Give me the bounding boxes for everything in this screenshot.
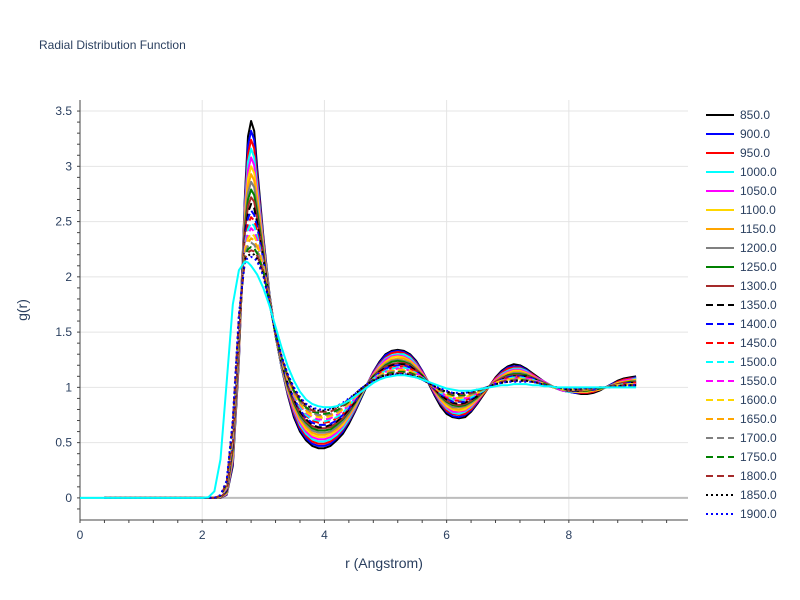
x-tick-label: 2 [199,528,206,542]
series-line-1550-0 [104,227,637,499]
x-tick-label: 0 [77,528,84,542]
legend-item[interactable]: 950.0 [706,146,770,160]
legend-label: 1200.0 [740,241,777,255]
series-line-1850-0 [104,252,637,499]
y-tick-label: 3 [65,159,72,173]
legend-item[interactable]: 1550.0 [706,374,777,388]
legend-item[interactable]: 1000.0 [706,165,777,179]
legend-item[interactable]: 1300.0 [706,279,777,293]
legend-label: 1050.0 [740,184,777,198]
chart-title: Radial Distribution Function [39,38,186,52]
series-line-1750-0 [104,246,637,499]
x-tick-label: 6 [443,528,450,542]
x-axis-title: r (Angstrom) [345,555,423,571]
legend-item[interactable]: 1900.0 [706,507,777,521]
legend-label: 1300.0 [740,279,777,293]
legend-label: 1600.0 [740,393,777,407]
legend-label: 1400.0 [740,317,777,331]
series-line-1000-0 [104,147,637,499]
series-line-1700-0 [104,241,637,499]
series-line-1600-0 [104,232,637,499]
series-line-1500-0 [104,221,637,499]
legend-label: 900.0 [740,127,770,141]
legend-item[interactable]: 900.0 [706,127,770,141]
legend-item[interactable]: 1800.0 [706,469,777,483]
series-layer [80,120,637,499]
legend-item[interactable]: 1250.0 [706,260,777,274]
series-line-1300-0 [104,196,637,499]
x-tick-label: 8 [566,528,573,542]
series-line-1400-0 [104,209,637,499]
series-line-950-0 [104,138,637,499]
y-tick-label: 1.5 [55,325,72,339]
series-line-extra [80,260,637,499]
axis-layer: 0 2 4 6 8 0 0.5 1 1.5 2 2.5 3 3.5 [55,100,688,542]
legend-label: 850.0 [740,108,770,122]
legend-label: 1100.0 [740,203,776,217]
legend-label: 950.0 [740,146,770,160]
legend-label: 1700.0 [740,431,777,445]
y-axis-title: g(r) [14,299,30,321]
series-line-1350-0 [104,202,637,499]
legend-item[interactable]: 1400.0 [706,317,777,331]
y-tick-label: 0.5 [55,436,72,450]
series-line-1200-0 [104,180,637,499]
grid-layer [80,100,688,520]
legend-label: 1800.0 [740,469,777,483]
y-tick-label: 3.5 [55,104,72,118]
legend-item[interactable]: 1450.0 [706,336,777,350]
legend-label: 1850.0 [740,488,777,502]
legend-label: 1250.0 [740,260,777,274]
legend-label: 1550.0 [740,374,777,388]
series-line-1450-0 [104,216,637,499]
series-line-1150-0 [104,173,637,499]
series-line-850-0 [104,120,637,499]
legend-label: 1450.0 [740,336,777,350]
legend-item[interactable]: 850.0 [706,108,770,122]
series-line-1900-0 [104,255,637,499]
legend[interactable]: 850.0 900.0 950.0 1000.0 1050.0 1100.0 1150.0 1… [706,108,777,521]
legend-item[interactable]: 1200.0 [706,241,777,255]
legend-label: 1500.0 [740,355,777,369]
legend-item[interactable]: 1650.0 [706,412,777,426]
legend-label: 1650.0 [740,412,777,426]
legend-label: 1350.0 [740,298,777,312]
legend-item[interactable]: 1100.0 [706,203,776,217]
y-tick-label: 0 [65,491,72,505]
legend-label: 1750.0 [740,450,777,464]
x-tick-label: 4 [321,528,328,542]
legend-item[interactable]: 1700.0 [706,431,777,445]
legend-item[interactable]: 1600.0 [706,393,777,407]
y-tick-label: 2.5 [55,215,72,229]
legend-item[interactable]: 1150.0 [706,222,776,236]
legend-item[interactable]: 1850.0 [706,488,777,502]
y-tick-label: 1 [65,380,72,394]
legend-item[interactable]: 1050.0 [706,184,777,198]
legend-item[interactable]: 1350.0 [706,298,777,312]
y-tick-label: 2 [65,270,72,284]
legend-label: 1900.0 [740,507,777,521]
series-line-1250-0 [104,188,637,499]
legend-item[interactable]: 1750.0 [706,450,777,464]
series-line-1800-0 [104,249,637,499]
legend-item[interactable]: 1500.0 [706,355,777,369]
legend-label: 1150.0 [740,222,776,236]
legend-label: 1000.0 [740,165,777,179]
series-line-1050-0 [104,156,637,499]
